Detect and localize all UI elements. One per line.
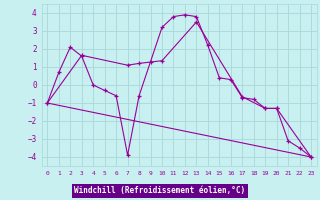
Text: Windchill (Refroidissement éolien,°C): Windchill (Refroidissement éolien,°C) [75, 186, 245, 196]
